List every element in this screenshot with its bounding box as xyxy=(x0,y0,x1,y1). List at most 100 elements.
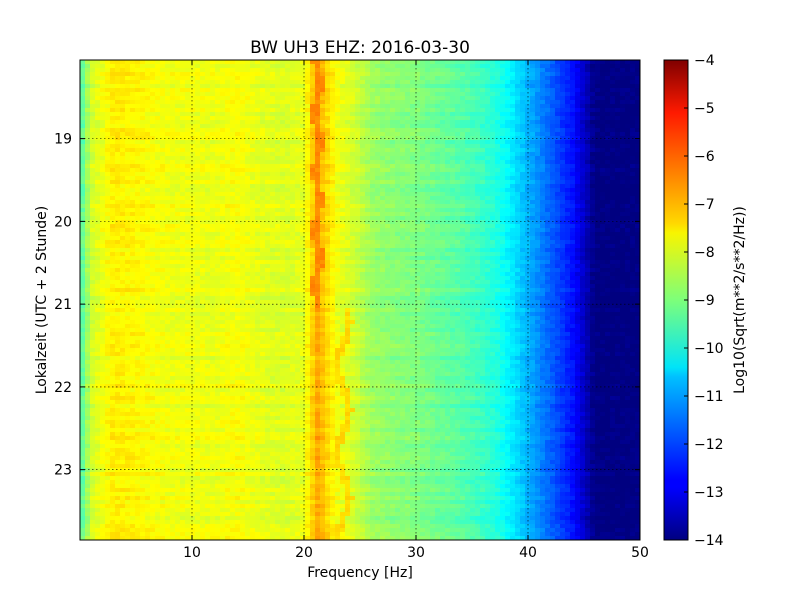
spectrogram-cell xyxy=(615,232,621,237)
spectrogram-cell xyxy=(360,60,366,65)
spectrogram-cell xyxy=(485,120,491,125)
spectrogram-cell xyxy=(95,96,101,101)
spectrogram-cell xyxy=(270,204,276,209)
spectrogram-cell xyxy=(305,192,311,197)
spectrogram-cell xyxy=(365,84,371,89)
spectrogram-cell xyxy=(290,152,296,157)
spectrogram-cell xyxy=(605,180,611,185)
spectrogram-cell xyxy=(440,180,446,185)
spectrogram-cell xyxy=(370,76,376,81)
spectrogram-cell xyxy=(140,172,146,177)
spectrogram-cell xyxy=(220,156,226,161)
spectrogram-cell xyxy=(435,228,441,233)
spectrogram-cell xyxy=(615,148,621,153)
spectrogram-cell xyxy=(520,156,526,161)
spectrogram-cell xyxy=(550,156,556,161)
spectrogram-cell xyxy=(430,96,436,101)
spectrogram-cell xyxy=(330,100,336,105)
spectrogram-cell xyxy=(400,76,406,81)
spectrogram-cell xyxy=(200,212,206,217)
spectrogram-cell xyxy=(140,100,146,105)
spectrogram-cell xyxy=(240,96,246,101)
spectrogram-cell xyxy=(155,132,161,137)
spectrogram-cell xyxy=(400,228,406,233)
spectrogram-cell xyxy=(150,204,156,209)
spectrogram-cell xyxy=(260,160,266,165)
spectrogram-cell xyxy=(460,220,466,225)
spectrogram-cell xyxy=(130,104,136,109)
spectrogram-cell xyxy=(405,216,411,221)
spectrogram-cell xyxy=(530,124,536,129)
spectrogram-cell xyxy=(135,128,141,133)
spectrogram-cell xyxy=(595,188,601,193)
spectrogram-cell xyxy=(580,196,586,201)
spectrogram-cell xyxy=(490,60,496,65)
spectrogram-cell xyxy=(85,176,91,181)
spectrogram-cell xyxy=(290,228,296,233)
spectrogram-cell xyxy=(115,108,121,113)
spectrogram-cell xyxy=(570,132,576,137)
spectrogram-cell xyxy=(210,116,216,121)
spectrogram-cell xyxy=(510,132,516,137)
spectrogram-cell xyxy=(335,224,341,229)
spectrogram-cell xyxy=(505,232,511,237)
spectrogram-cell xyxy=(245,180,251,185)
spectrogram-cell xyxy=(310,124,316,129)
spectrogram-cell xyxy=(605,228,611,233)
spectrogram-cell xyxy=(480,200,486,205)
spectrogram-cell xyxy=(490,216,496,221)
spectrogram-cell xyxy=(560,128,566,133)
spectrogram-cell xyxy=(150,196,156,201)
spectrogram-cell xyxy=(335,124,341,129)
spectrogram-cell xyxy=(145,180,151,185)
spectrogram-cell xyxy=(550,188,556,193)
spectrogram-cell xyxy=(605,160,611,165)
spectrogram-cell xyxy=(450,176,456,181)
spectrogram-cell xyxy=(405,140,411,145)
spectrogram-cell xyxy=(90,88,96,93)
spectrogram-cell xyxy=(585,128,591,133)
spectrogram-cell xyxy=(210,112,216,117)
spectrogram-cell xyxy=(515,104,521,109)
spectrogram-cell xyxy=(345,168,351,173)
spectrogram-cell xyxy=(290,232,296,237)
spectrogram-cell xyxy=(340,64,346,69)
spectrogram-cell xyxy=(280,64,286,69)
spectrogram-cell xyxy=(375,208,381,213)
spectrogram-cell xyxy=(605,208,611,213)
spectrogram-cell xyxy=(510,100,516,105)
spectrogram-cell xyxy=(160,100,166,105)
spectrogram-cell xyxy=(150,128,156,133)
spectrogram-cell xyxy=(135,212,141,217)
spectrogram-cell xyxy=(615,156,621,161)
spectrogram-cell xyxy=(540,60,546,65)
spectrogram-cell xyxy=(160,236,166,241)
spectrogram-cell xyxy=(470,80,476,85)
spectrogram-cell xyxy=(515,64,521,69)
spectrogram-cell xyxy=(240,212,246,217)
spectrogram-cell xyxy=(225,196,231,201)
spectrogram-cell xyxy=(245,68,251,73)
spectrogram-cell xyxy=(560,180,566,185)
spectrogram-cell xyxy=(285,60,291,65)
spectrogram-cell xyxy=(370,148,376,153)
spectrogram-cell xyxy=(445,136,451,141)
spectrogram-cell xyxy=(235,204,241,209)
spectrogram-cell xyxy=(160,132,166,137)
spectrogram-cell xyxy=(385,60,391,65)
spectrogram-cell xyxy=(510,60,516,65)
spectrogram-cell xyxy=(135,172,141,177)
spectrogram-cell xyxy=(90,68,96,73)
spectrogram-cell xyxy=(325,60,331,65)
spectrogram-cell xyxy=(630,224,636,229)
spectrogram-cell xyxy=(160,88,166,93)
spectrogram-cell xyxy=(465,204,471,209)
spectrogram-cell xyxy=(80,212,86,217)
spectrogram-cell xyxy=(395,212,401,217)
spectrogram-cell xyxy=(470,108,476,113)
spectrogram-cell xyxy=(295,204,301,209)
spectrogram-cell xyxy=(285,212,291,217)
spectrogram-cell xyxy=(105,72,111,77)
spectrogram-cell xyxy=(295,156,301,161)
spectrogram-cell xyxy=(170,64,176,69)
